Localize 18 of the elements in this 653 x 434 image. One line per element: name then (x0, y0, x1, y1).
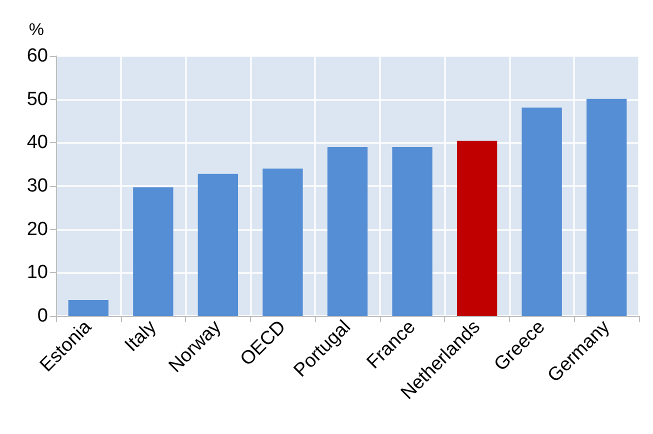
y-tick-label: 20 (26, 218, 48, 240)
bar (68, 300, 108, 316)
bar (586, 98, 627, 316)
y-tick-label: 40 (26, 132, 48, 154)
y-tick-label: 60 (26, 46, 48, 66)
y-tick-label: 10 (26, 262, 48, 284)
bar (327, 147, 368, 316)
bar (456, 140, 498, 316)
bar (133, 187, 174, 316)
y-tick-label: 50 (26, 88, 48, 110)
bar (198, 174, 238, 316)
x-tick-label: Italy (121, 316, 161, 356)
bar (522, 108, 562, 316)
y-tick-label: 30 (26, 176, 48, 196)
y-axis-title: % (28, 20, 44, 39)
bar (392, 147, 432, 316)
y-tick-label: 0 (37, 306, 48, 326)
bar (262, 168, 303, 316)
